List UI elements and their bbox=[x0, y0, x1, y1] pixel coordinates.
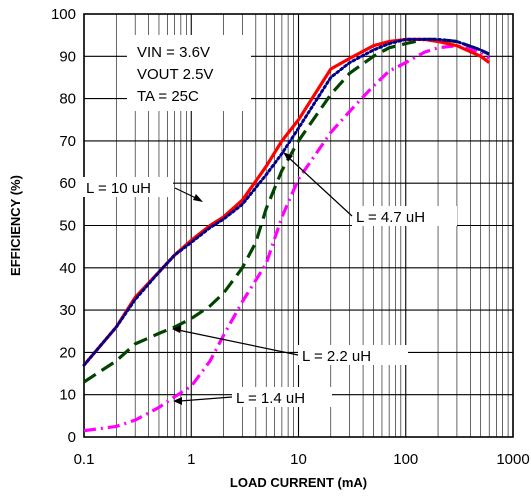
annotation-l22-pointer bbox=[177, 329, 299, 356]
y-tick-label: 90 bbox=[59, 48, 76, 65]
x-tick-label: 1000 bbox=[496, 451, 529, 468]
y-tick-label: 80 bbox=[59, 91, 76, 108]
annotation-l22-arrowhead bbox=[172, 325, 181, 333]
x-tick-label: 10 bbox=[290, 451, 307, 468]
y-axis-ticks: 0 10 20 30 40 50 60 70 80 90 100 bbox=[51, 6, 76, 446]
annotation-l10-arrowhead bbox=[193, 194, 203, 202]
conditions-box: VIN = 3.6V VOUT 2.5V TA = 25C bbox=[127, 35, 251, 111]
annotation-l47-pointer bbox=[287, 156, 353, 217]
x-tick-label: 100 bbox=[393, 451, 418, 468]
y-tick-label: 0 bbox=[68, 429, 76, 446]
y-tick-label: 40 bbox=[59, 260, 76, 277]
annotation-l22-background bbox=[298, 345, 408, 365]
y-tick-label: 100 bbox=[51, 6, 76, 23]
annotation-l22-label: L = 2.2 uH bbox=[302, 348, 371, 365]
y-axis-title: EFFICIENCY (%) bbox=[8, 175, 23, 276]
annotation-l47: L = 4.7 uH bbox=[283, 152, 457, 226]
plot-area-frame bbox=[83, 13, 514, 438]
x-tick-label: 1 bbox=[187, 451, 195, 468]
annotation-l10-label: L = 10 uH bbox=[86, 180, 151, 197]
y-tick-label: 60 bbox=[59, 175, 76, 192]
series-lines bbox=[82, 37, 491, 433]
annotation-l14-background bbox=[232, 387, 332, 407]
annotation-l10: L = 10 uH bbox=[83, 177, 203, 202]
x-axis-ticks: 0.1 1 10 100 1000 bbox=[74, 451, 530, 468]
condition-vout: VOUT 2.5V bbox=[137, 66, 213, 83]
y-tick-label: 50 bbox=[59, 218, 76, 235]
conditions-background bbox=[127, 35, 251, 111]
annotation-l14-arrowhead bbox=[173, 397, 182, 405]
condition-ta: TA = 25C bbox=[137, 88, 199, 105]
x-tick-label: 0.1 bbox=[74, 451, 95, 468]
annotation-l14: L = 1.4 uH bbox=[173, 387, 332, 407]
y-tick-label: 10 bbox=[59, 387, 76, 404]
annotation-l10-background bbox=[83, 177, 173, 197]
annotation-l47-label: L = 4.7 uH bbox=[356, 209, 425, 226]
annotation-l22: L = 2.2 uH bbox=[172, 325, 408, 365]
annotation-l47-background bbox=[352, 206, 457, 226]
x-axis-title: LOAD CURRENT (mA) bbox=[230, 475, 367, 490]
y-tick-label: 70 bbox=[59, 133, 76, 150]
y-tick-label: 30 bbox=[59, 302, 76, 319]
condition-vin: VIN = 3.6V bbox=[137, 44, 210, 61]
annotation-l14-label: L = 1.4 uH bbox=[236, 390, 305, 407]
series-line-l-4-7-uh bbox=[82, 37, 491, 367]
annotation-l47-arrowhead bbox=[283, 152, 293, 161]
annotation-l14-pointer bbox=[179, 396, 233, 402]
y-tick-label: 20 bbox=[59, 344, 76, 361]
